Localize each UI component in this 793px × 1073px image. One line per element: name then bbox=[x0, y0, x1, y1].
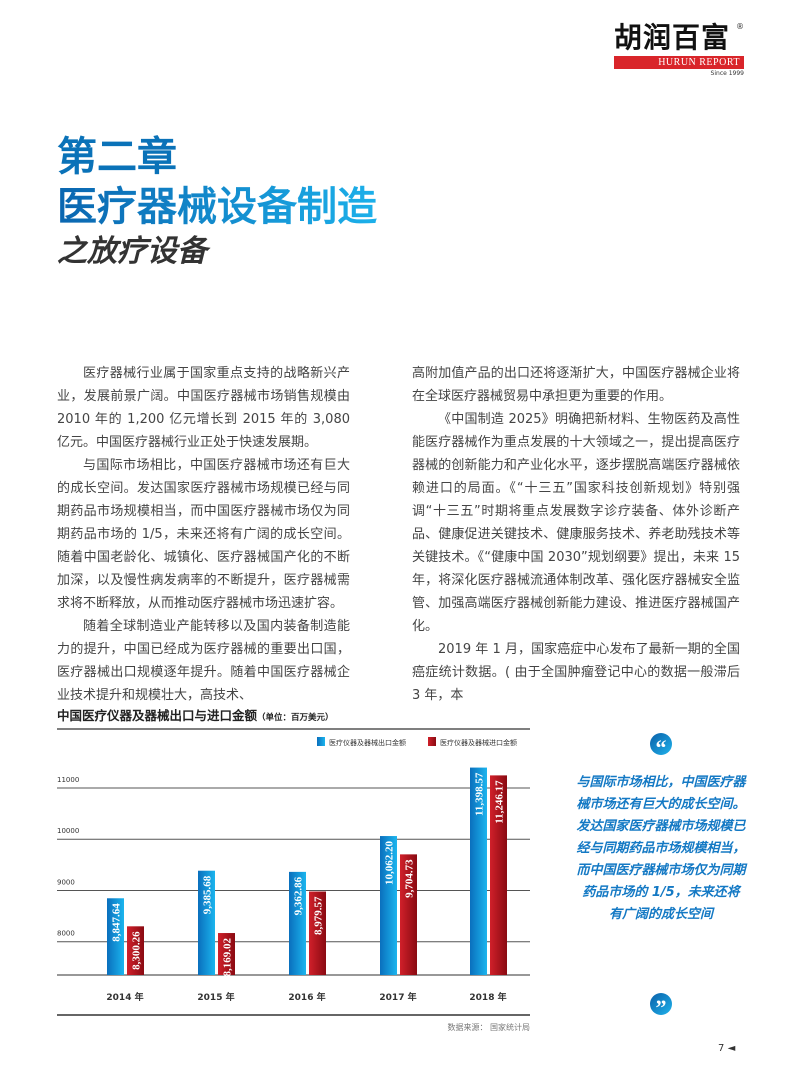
bar-export bbox=[470, 767, 487, 975]
paragraph-continuation: 高附加值产品的出口还将逐渐扩大，中国医疗器械企业将在全球医疗器械贸易中承担更为重… bbox=[412, 366, 740, 404]
x-tick-label: 2014 年 bbox=[106, 991, 143, 1003]
bar-export bbox=[107, 898, 124, 975]
paragraph: 医疗器械行业属于国家重点支持的战略新兴产业，发展前景广阔。中国医疗器械市场销售规… bbox=[57, 366, 350, 450]
y-tick-label: 10000 bbox=[57, 827, 79, 835]
bar-import bbox=[490, 775, 507, 975]
legend: 医疗仪器及器械出口金额 医疗仪器及器械进口金额 bbox=[317, 737, 517, 747]
chart-title: 中国医疗仪器及器械出口与进口金额（单位：百万美元） bbox=[57, 708, 334, 723]
legend-swatch bbox=[428, 737, 436, 746]
bar-import bbox=[309, 891, 326, 975]
body-column-left: 医疗器械行业属于国家重点支持的战略新兴产业，发展前景广阔。中国医疗器械市场销售规… bbox=[57, 362, 350, 707]
paragraph: 2019 年 1 月，国家癌症中心发布了最新一期的全国癌症统计数据。( 由于全国… bbox=[412, 642, 740, 703]
bar-value-label: 9,362.86 bbox=[293, 876, 305, 915]
legend-label: 医疗仪器及器械出口金额 bbox=[329, 738, 406, 747]
body-column-right: 高附加值产品的出口还将逐渐扩大，中国医疗器械企业将在全球医疗器械贸易中承担更为重… bbox=[412, 362, 740, 707]
open-quote-icon: “ bbox=[650, 733, 672, 760]
pull-quote: 与国际市场相比，中国医疗器械市场还有巨大的成长空间。发达国家医疗器械市场规模已经… bbox=[576, 775, 746, 922]
paragraph: 与国际市场相比，中国医疗器械市场还有巨大的成长空间。发达国家医疗器械市场规模已经… bbox=[57, 458, 350, 611]
bar-value-label: 8,169.02 bbox=[222, 938, 234, 977]
chart-source: 数据来源： 国家统计局 bbox=[447, 1022, 530, 1032]
bar-value-label: 9,704.73 bbox=[404, 859, 416, 898]
bar-import bbox=[218, 933, 235, 975]
x-tick-label: 2018 年 bbox=[469, 991, 506, 1003]
page-title: 医疗器械设备制造 bbox=[57, 184, 377, 230]
paragraph: 随着全球制造业产能转移以及国内装备制造能力的提升，中国已经成为医疗器械的重要出口… bbox=[57, 619, 350, 703]
bar-import bbox=[127, 926, 144, 975]
bar-export bbox=[289, 871, 306, 975]
page-number-text: 7 bbox=[718, 1043, 725, 1054]
bar-value-label: 11,398.57 bbox=[474, 772, 486, 816]
close-quote-icon: ” bbox=[650, 993, 672, 1020]
y-tick-label: 8000 bbox=[57, 930, 75, 938]
bar-value-label: 8,300.26 bbox=[131, 931, 143, 970]
logo-chinese: 胡润百富 bbox=[614, 21, 731, 54]
paragraph: 《中国制造 2025》明确把新材料、生物医药及高性能医疗器械作为重点发展的十大领… bbox=[412, 412, 740, 634]
bar-import bbox=[400, 854, 417, 975]
bar-value-label: 9,385.68 bbox=[202, 875, 214, 914]
logo-english: HURUN REPORT bbox=[614, 56, 744, 69]
bar-value-label: 11,246.17 bbox=[494, 780, 506, 824]
legend-swatch bbox=[317, 737, 325, 746]
export-import-bar-chart: 中国医疗仪器及器械出口与进口金额（单位：百万美元） 医疗仪器及器械出口金额 医疗仪… bbox=[57, 708, 530, 1032]
legend-label: 医疗仪器及器械进口金额 bbox=[440, 738, 517, 747]
x-tick-label: 2016 年 bbox=[288, 991, 325, 1003]
y-tick-label: 11000 bbox=[57, 776, 79, 784]
logo-since: Since 1999 bbox=[710, 70, 744, 77]
hurun-logo: 胡润百富 ® HURUN REPORT Since 1999 bbox=[614, 22, 744, 77]
registered-mark: ® bbox=[736, 22, 744, 31]
page-number: 7 ◄ bbox=[718, 1043, 735, 1054]
bar-value-label: 8,979.57 bbox=[313, 896, 325, 935]
chapter-label: 第二章 bbox=[57, 134, 177, 180]
bar-value-label: 10,062.20 bbox=[384, 841, 396, 886]
x-tick-label: 2015 年 bbox=[197, 991, 234, 1003]
bar-value-label: 8,847.64 bbox=[111, 903, 123, 942]
x-tick-label: 2017 年 bbox=[379, 991, 416, 1003]
page-subtitle: 之放疗设备 bbox=[57, 234, 207, 269]
y-tick-label: 9000 bbox=[57, 878, 75, 886]
bar-export bbox=[198, 870, 215, 975]
page-arrow-icon: ◄ bbox=[727, 1043, 736, 1054]
bar-export bbox=[380, 836, 397, 975]
